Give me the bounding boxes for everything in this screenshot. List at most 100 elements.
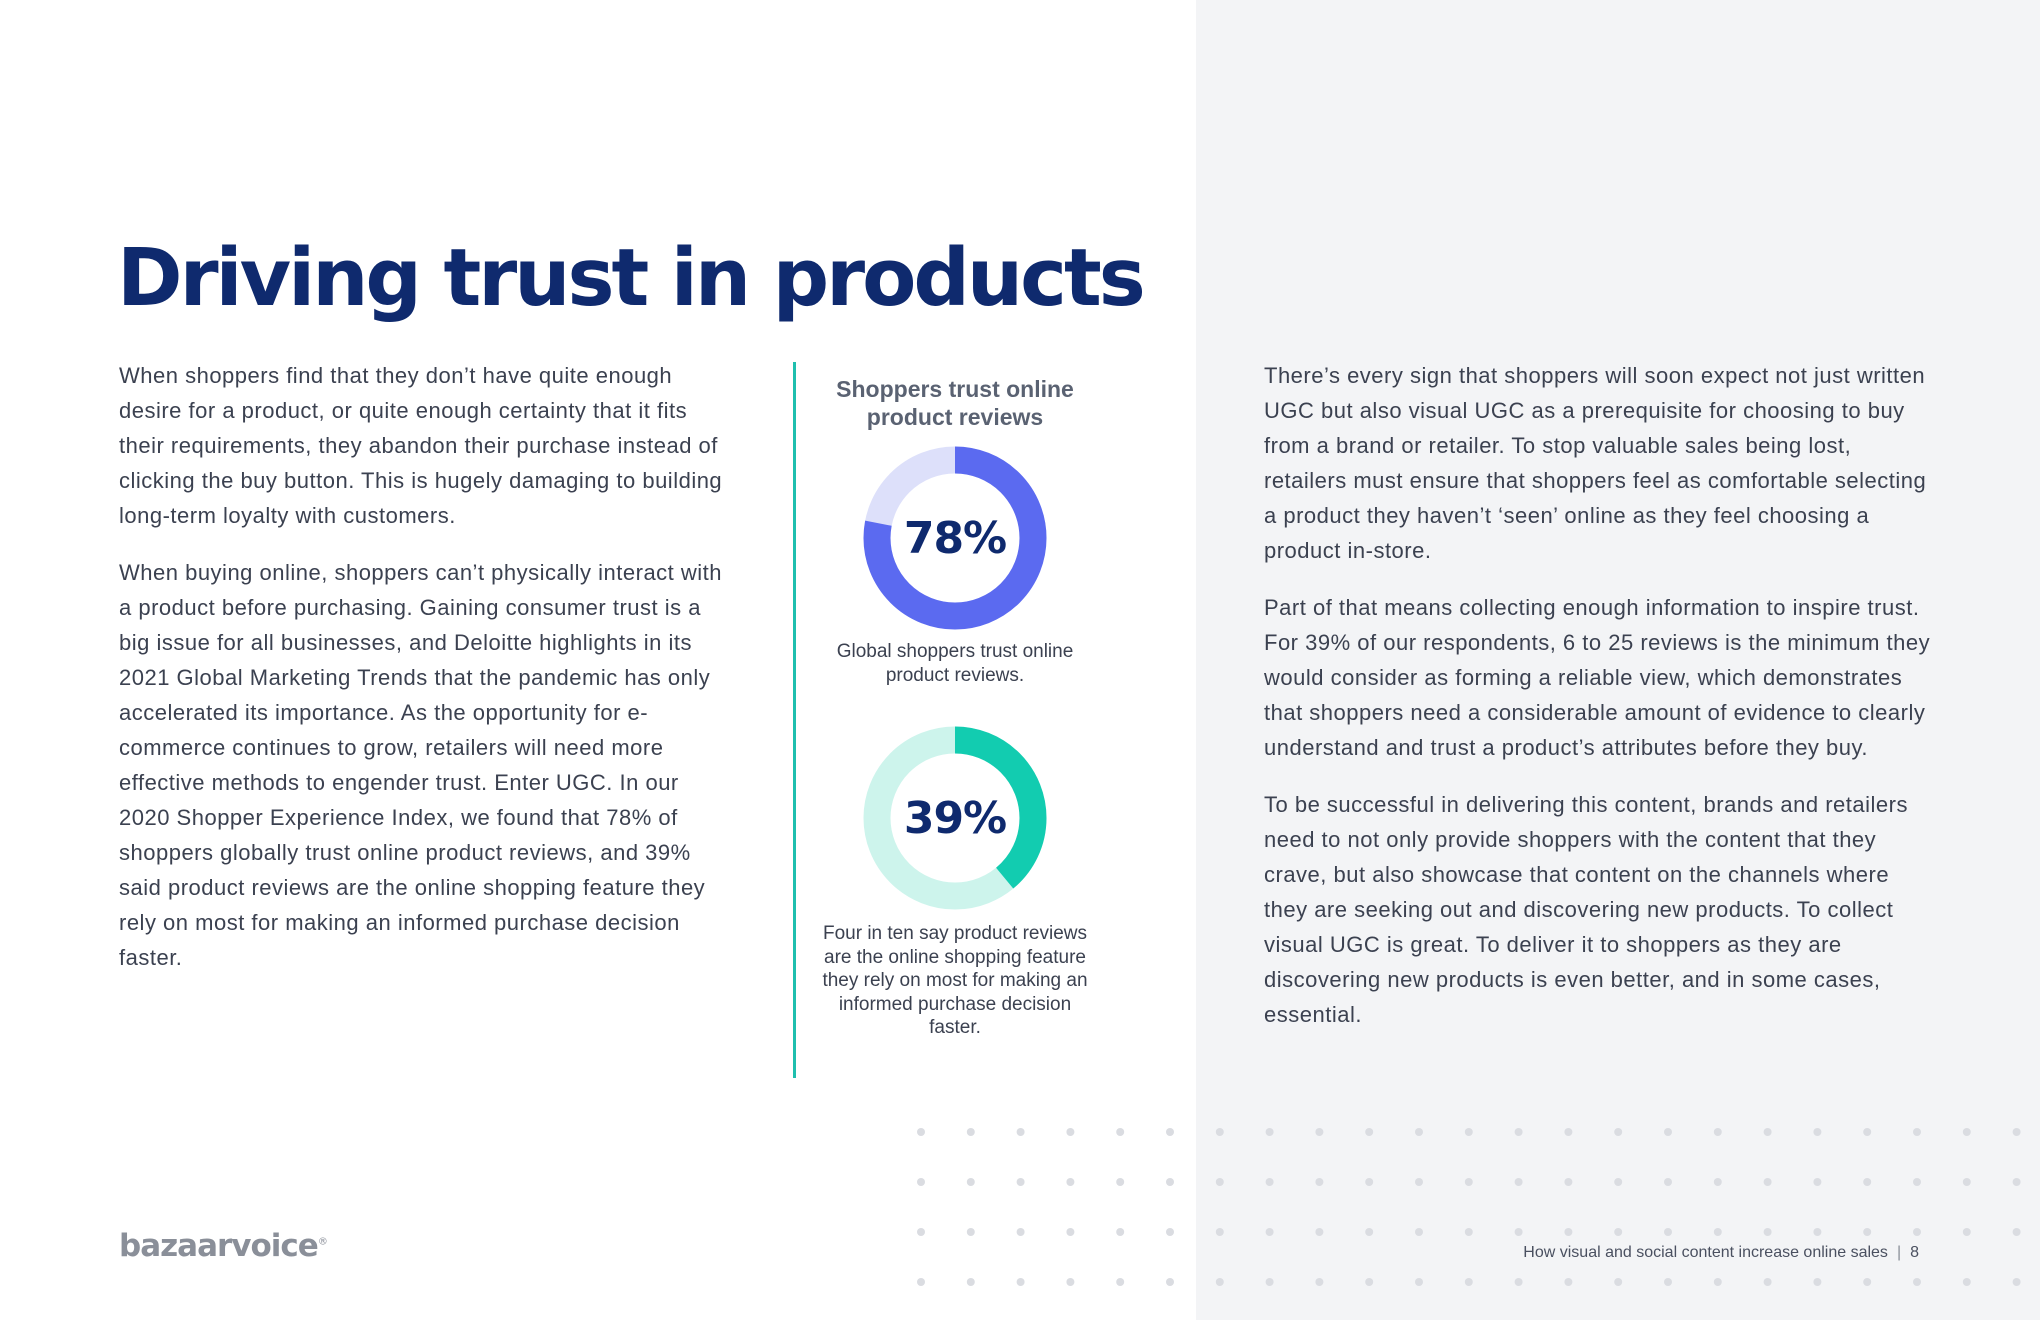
decorative-dot bbox=[1166, 1128, 1174, 1136]
decorative-dot bbox=[1315, 1228, 1324, 1236]
decorative-dot bbox=[1664, 1278, 1672, 1286]
decorative-dot bbox=[1016, 1228, 1025, 1236]
donut-39-caption: Four in ten say product reviews are the … bbox=[822, 923, 1088, 1038]
decorative-dot bbox=[917, 1228, 925, 1236]
right-paragraph-2: Part of that means collecting enough inf… bbox=[1264, 595, 1931, 760]
decorative-dot bbox=[1913, 1278, 1921, 1286]
decorative-dot bbox=[917, 1128, 925, 1136]
decorative-dot bbox=[917, 1278, 925, 1286]
decorative-dot bbox=[1066, 1128, 1075, 1136]
decorative-dot bbox=[1315, 1128, 1324, 1136]
decorative-dot bbox=[1215, 1278, 1224, 1286]
decorative-dot bbox=[1215, 1178, 1224, 1186]
decorative-dot bbox=[1813, 1278, 1822, 1286]
decorative-dot bbox=[1415, 1228, 1423, 1236]
decorative-dot bbox=[1415, 1278, 1423, 1286]
decorative-dot bbox=[1365, 1278, 1374, 1286]
right-paragraph-1: There’s every sign that shoppers will so… bbox=[1264, 363, 1927, 563]
decorative-dot bbox=[1016, 1278, 1025, 1286]
right-column: There’s every sign that shoppers will so… bbox=[1264, 358, 1934, 1054]
decorative-dot bbox=[1514, 1128, 1523, 1136]
decorative-dot bbox=[1713, 1228, 1722, 1236]
decorative-dot bbox=[1913, 1178, 1921, 1186]
decorative-dot bbox=[1166, 1178, 1174, 1186]
decorative-dot bbox=[1813, 1228, 1822, 1236]
decorative-dot bbox=[1763, 1178, 1772, 1186]
decorative-dot bbox=[1166, 1228, 1174, 1236]
decorative-dot bbox=[1564, 1178, 1573, 1186]
decorative-dot bbox=[1066, 1228, 1075, 1236]
decorative-dot bbox=[1813, 1128, 1822, 1136]
decorative-dot bbox=[2012, 1278, 2021, 1286]
decorative-dot bbox=[1365, 1228, 1374, 1236]
decorative-dot bbox=[966, 1278, 975, 1286]
decorative-dot bbox=[1863, 1228, 1872, 1236]
donut-78-svg bbox=[863, 446, 1047, 630]
footer-document-title: How visual and social content increase o… bbox=[1523, 1244, 1888, 1261]
decorative-dot bbox=[1166, 1278, 1174, 1286]
decorative-dot bbox=[1315, 1278, 1324, 1286]
decorative-dot bbox=[1116, 1228, 1125, 1236]
footer-separator: | bbox=[1896, 1244, 1902, 1261]
decorative-dot bbox=[1016, 1178, 1025, 1186]
dot-pattern bbox=[917, 1128, 2021, 1286]
decorative-dot bbox=[1763, 1278, 1772, 1286]
left-column: When shoppers find that they don’t have … bbox=[119, 358, 729, 997]
decorative-dot bbox=[1016, 1128, 1025, 1136]
bazaarvoice-logo: bazaarvoice® bbox=[119, 1228, 328, 1264]
decorative-dot bbox=[1116, 1178, 1125, 1186]
decorative-dot bbox=[1614, 1228, 1623, 1236]
decorative-dot bbox=[1564, 1228, 1573, 1236]
decorative-dot bbox=[1962, 1278, 1971, 1286]
decorative-dot bbox=[1265, 1278, 1274, 1286]
decorative-dot bbox=[1863, 1178, 1872, 1186]
donut-chart-78: 78% bbox=[863, 446, 1047, 630]
donut-39-value: 39% bbox=[903, 792, 1007, 844]
decorative-dot bbox=[2012, 1128, 2021, 1136]
decorative-dot bbox=[1265, 1228, 1274, 1236]
left-paragraph-1: When shoppers find that they don’t have … bbox=[119, 363, 723, 528]
donut-39-svg bbox=[863, 726, 1047, 910]
decorative-dot bbox=[1614, 1128, 1623, 1136]
decorative-dot bbox=[1514, 1278, 1523, 1286]
stat-divider bbox=[793, 362, 796, 1078]
decorative-dot bbox=[1365, 1128, 1374, 1136]
decorative-dot bbox=[1564, 1278, 1573, 1286]
decorative-dot bbox=[1962, 1228, 1971, 1236]
decorative-dot bbox=[1066, 1178, 1075, 1186]
decorative-dot bbox=[1464, 1278, 1473, 1286]
decorative-dot bbox=[1962, 1178, 1971, 1186]
decorative-dot bbox=[966, 1128, 975, 1136]
donut-78-value: 78% bbox=[903, 512, 1007, 564]
decorative-dot bbox=[1514, 1228, 1523, 1236]
decorative-dot bbox=[1962, 1128, 1971, 1136]
logo-wordmark: bazaarvoice bbox=[119, 1228, 319, 1264]
stats-heading: Shoppers trust online product reviews bbox=[836, 376, 1074, 430]
decorative-dot bbox=[1415, 1178, 1423, 1186]
decorative-dot bbox=[2012, 1228, 2021, 1236]
page-title: Driving trust in products bbox=[117, 232, 1146, 324]
logo-registered-mark: ® bbox=[317, 1236, 328, 1248]
decorative-dot bbox=[1664, 1128, 1672, 1136]
decorative-dot bbox=[1265, 1128, 1274, 1136]
decorative-dot bbox=[1464, 1128, 1473, 1136]
decorative-dot bbox=[1215, 1128, 1224, 1136]
decorative-dot bbox=[1664, 1178, 1672, 1186]
decorative-dot bbox=[966, 1228, 975, 1236]
decorative-dot bbox=[1265, 1178, 1274, 1186]
decorative-dot bbox=[1913, 1128, 1921, 1136]
decorative-dot bbox=[1564, 1128, 1573, 1136]
decorative-dot bbox=[1116, 1278, 1125, 1286]
decorative-dot bbox=[1863, 1278, 1872, 1286]
decorative-dot bbox=[1863, 1128, 1872, 1136]
page-number: 8 bbox=[1910, 1244, 1919, 1261]
decorative-dot bbox=[1763, 1128, 1772, 1136]
donut-39-arc bbox=[863, 726, 1047, 910]
decorative-dot bbox=[1664, 1228, 1672, 1236]
right-paragraph-3: To be successful in delivering this cont… bbox=[1264, 792, 1908, 1027]
decorative-dot bbox=[1614, 1278, 1623, 1286]
decorative-dot bbox=[1415, 1128, 1423, 1136]
footer: How visual and social content increase o… bbox=[1523, 1244, 1919, 1262]
decorative-dot bbox=[2012, 1178, 2021, 1186]
